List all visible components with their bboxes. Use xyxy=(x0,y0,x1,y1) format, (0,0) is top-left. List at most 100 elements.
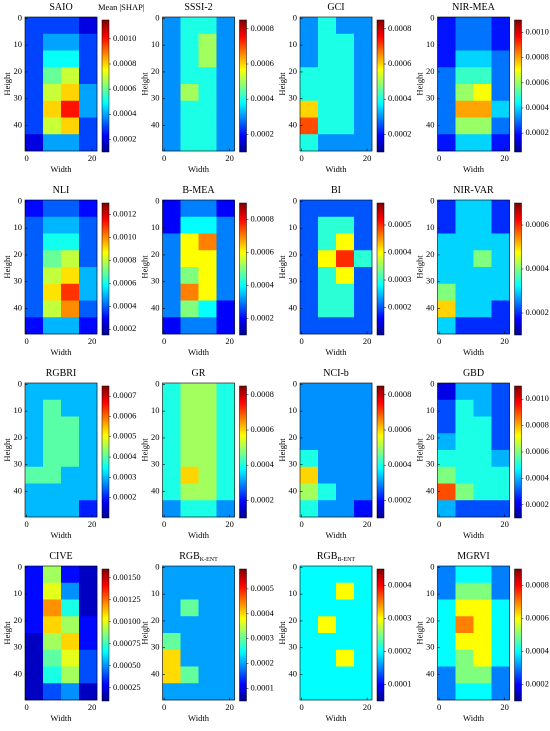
heat-cell xyxy=(43,500,62,518)
heat-cell xyxy=(216,416,235,434)
y-tick-label: 20 xyxy=(426,432,435,442)
heat-cell xyxy=(61,134,80,152)
colorbar-tick-label: 0.0010 xyxy=(113,33,136,43)
y-tick-label: 20 xyxy=(151,249,160,259)
heat-cell xyxy=(43,200,62,218)
x-tick-label: 0 xyxy=(25,519,29,529)
heat-cell xyxy=(25,134,44,152)
y-tick-label: 0 xyxy=(18,378,22,388)
plot-frame xyxy=(299,382,373,518)
heat-cell xyxy=(473,500,492,518)
title-subscript: K-ENT xyxy=(200,557,218,563)
colorbar-tick-label: 0.0003 xyxy=(251,633,274,643)
heat-cell xyxy=(162,566,181,584)
heat-cell xyxy=(79,100,98,118)
heat-cell xyxy=(473,134,492,152)
heat-cell xyxy=(354,483,373,501)
heat-cell xyxy=(354,300,373,318)
heat-cell xyxy=(180,666,199,684)
y-axis-label: Height xyxy=(2,438,12,462)
heat-cell xyxy=(162,582,181,600)
heat-cell xyxy=(491,582,510,600)
heat-cell xyxy=(300,466,319,484)
heat-cell xyxy=(162,233,181,251)
colorbar-tick-label: 0.0002 xyxy=(113,323,136,333)
heat-cell xyxy=(300,216,319,234)
heat-cell xyxy=(437,216,456,234)
x-axis-label: Width xyxy=(326,530,348,540)
heat-cell xyxy=(162,416,181,434)
colorbar-tick-label: 0.0002 xyxy=(388,494,411,504)
heat-cell xyxy=(198,33,217,51)
heat-cell xyxy=(318,433,337,451)
y-tick-label: 20 xyxy=(289,66,298,76)
heat-cell xyxy=(455,134,474,152)
heat-cell xyxy=(25,649,44,667)
heat-cell xyxy=(79,666,98,684)
y-tick-label: 20 xyxy=(14,432,23,442)
colorbar xyxy=(514,568,522,702)
plot-frame xyxy=(299,16,373,152)
heat-cell xyxy=(437,383,456,401)
heat-cell xyxy=(25,616,44,634)
heat-cell xyxy=(25,84,44,102)
heat-cell xyxy=(300,500,319,518)
heat-cell xyxy=(162,633,181,651)
heat-cell xyxy=(198,267,217,285)
heat-cell xyxy=(491,383,510,401)
heat-cell xyxy=(336,67,355,85)
heat-cell xyxy=(180,33,199,51)
heat-cell xyxy=(336,616,355,634)
heat-cell xyxy=(216,599,235,617)
y-tick-label: 0 xyxy=(18,195,22,205)
heat-cell xyxy=(491,633,510,651)
heat-cell xyxy=(318,100,337,118)
y-tick-label: 10 xyxy=(289,405,298,415)
x-tick-label: 0 xyxy=(25,702,29,712)
heat-cell xyxy=(43,483,62,501)
heat-cell xyxy=(300,566,319,584)
heat-cell xyxy=(354,233,373,251)
heat-cell xyxy=(216,666,235,684)
heat-cell xyxy=(300,300,319,318)
panel-title: NIR-VAR xyxy=(453,185,494,196)
y-axis-label: Height xyxy=(2,621,12,645)
heat-cell xyxy=(437,433,456,451)
heat-cell xyxy=(79,399,98,417)
heat-cell xyxy=(354,666,373,684)
heat-cell xyxy=(25,416,44,434)
x-tick-label: 0 xyxy=(300,702,304,712)
heat-cell xyxy=(162,267,181,285)
heat-cell xyxy=(61,483,80,501)
y-tick-label: 0 xyxy=(430,378,434,388)
heat-cell xyxy=(354,466,373,484)
heat-cell xyxy=(473,399,492,417)
heat-cell xyxy=(198,216,217,234)
y-tick-label: 10 xyxy=(151,222,160,232)
plot-frame xyxy=(437,16,510,152)
heat-cell xyxy=(300,67,319,85)
colorbar-tick-label: 0.0002 xyxy=(388,301,411,311)
heat-cell xyxy=(25,283,44,301)
heat-cell xyxy=(491,100,510,118)
heat-cell xyxy=(216,433,235,451)
heat-cell xyxy=(491,566,510,584)
heat-cell xyxy=(455,416,474,434)
panel-title: B-MEA xyxy=(182,185,215,196)
heat-cell xyxy=(198,317,217,335)
heat-cell xyxy=(473,566,492,584)
y-tick-label: 40 xyxy=(14,485,23,495)
heat-cell xyxy=(354,683,373,701)
heat-cell xyxy=(455,117,474,135)
colorbar-tick-label: 0.0008 xyxy=(251,23,274,33)
heat-cell xyxy=(336,117,355,135)
heat-cell xyxy=(473,84,492,102)
panel-title: RGBB-ENT xyxy=(317,551,356,563)
heat-cell xyxy=(437,300,456,318)
heat-cell xyxy=(25,450,44,468)
heat-cell xyxy=(25,267,44,285)
heat-cell xyxy=(491,399,510,417)
heat-cell xyxy=(61,17,80,35)
heat-cell xyxy=(61,566,80,584)
heat-cell xyxy=(318,67,337,85)
